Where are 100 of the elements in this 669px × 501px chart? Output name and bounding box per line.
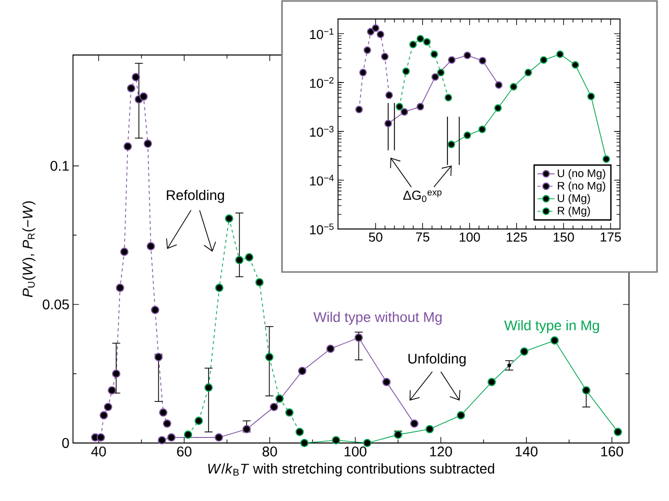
point <box>96 433 105 442</box>
point <box>394 430 402 439</box>
point <box>582 386 590 394</box>
point <box>426 424 434 434</box>
point <box>108 386 116 394</box>
point <box>154 352 163 362</box>
x-tick-label: 80 <box>262 446 277 456</box>
point <box>112 370 120 378</box>
point <box>602 155 610 163</box>
point <box>139 92 148 101</box>
point <box>359 68 367 76</box>
point <box>332 436 340 444</box>
annotation: Wild type without Mg <box>313 312 442 325</box>
point <box>120 248 128 256</box>
point <box>245 253 254 262</box>
x-tick-label: 150 <box>554 232 574 242</box>
point <box>464 132 472 140</box>
point <box>255 278 264 286</box>
point <box>464 52 472 60</box>
point <box>384 120 392 128</box>
annotation: Refolding <box>166 190 224 203</box>
point <box>437 68 445 76</box>
point <box>382 378 391 386</box>
point <box>444 94 452 102</box>
point <box>431 73 439 81</box>
point <box>167 433 176 442</box>
point <box>494 81 502 89</box>
point <box>366 28 374 36</box>
point <box>381 52 389 60</box>
point <box>614 428 622 436</box>
point <box>550 336 559 345</box>
point <box>478 56 486 64</box>
point <box>132 73 140 82</box>
legend-label: U (Mg) <box>558 194 590 204</box>
y-tick-label: 0.1 <box>50 160 69 171</box>
x-axis-title: W/k$_{B}$T with stretching contributions subtracted <box>208 463 494 476</box>
point <box>430 50 438 58</box>
point <box>507 364 512 368</box>
point <box>423 38 431 46</box>
x-tick-label: 120 <box>430 446 452 456</box>
y-tick-label: 10$^{−2}$ <box>310 77 334 88</box>
point <box>285 408 294 417</box>
point <box>409 40 417 48</box>
point <box>520 347 528 356</box>
y-tick-label: 10$^{−1}$ <box>310 28 334 40</box>
legend-label: U (no Mg) <box>558 169 606 180</box>
point <box>127 84 136 92</box>
x-tick-label: 40 <box>91 446 106 456</box>
point <box>224 214 234 223</box>
legend-label: R (Mg) <box>558 206 590 217</box>
legend-label: R (no Mg) <box>558 182 606 192</box>
point <box>194 416 203 425</box>
point <box>275 394 284 403</box>
point <box>416 34 424 42</box>
point <box>402 68 410 76</box>
point <box>556 50 564 58</box>
point <box>300 438 309 448</box>
y-tick-label: 0 <box>62 438 69 448</box>
annotation: Unfolding <box>408 353 466 366</box>
point <box>270 402 278 412</box>
y-tick-label: 10$^{−4}$ <box>310 174 334 186</box>
point <box>364 46 372 54</box>
point <box>158 436 166 444</box>
point <box>416 102 424 110</box>
y-tick-label: 0.05 <box>42 299 69 310</box>
point <box>326 344 335 353</box>
x-tick-label: 175 <box>600 232 621 242</box>
x-tick-label: 100 <box>344 446 366 456</box>
x-tick-label: 60 <box>177 446 192 456</box>
point <box>235 256 244 264</box>
point <box>296 428 304 436</box>
point <box>524 68 532 76</box>
point <box>124 142 132 151</box>
point <box>448 56 456 64</box>
point <box>150 306 160 314</box>
x-tick-label: 50 <box>368 232 382 242</box>
point <box>215 284 224 292</box>
point <box>363 438 372 448</box>
point <box>204 383 213 392</box>
text: P$_{U}$(W), P$_{R}$(−W) <box>22 201 36 298</box>
point <box>242 424 251 434</box>
point <box>448 140 456 148</box>
point <box>265 352 274 362</box>
point <box>488 378 496 386</box>
point <box>385 91 393 99</box>
x-tick-label: 125 <box>506 232 527 242</box>
point <box>298 366 306 376</box>
point <box>355 106 363 114</box>
point <box>510 82 518 90</box>
point <box>456 411 466 420</box>
annotation: ΔG$_{0}$exp <box>403 190 442 202</box>
point <box>100 411 108 420</box>
point <box>410 419 418 428</box>
point <box>478 126 486 134</box>
x-tick-label: 140 <box>516 446 538 456</box>
point <box>162 419 172 428</box>
point <box>587 92 595 100</box>
point <box>400 108 408 116</box>
point <box>376 30 384 38</box>
point <box>104 402 112 412</box>
